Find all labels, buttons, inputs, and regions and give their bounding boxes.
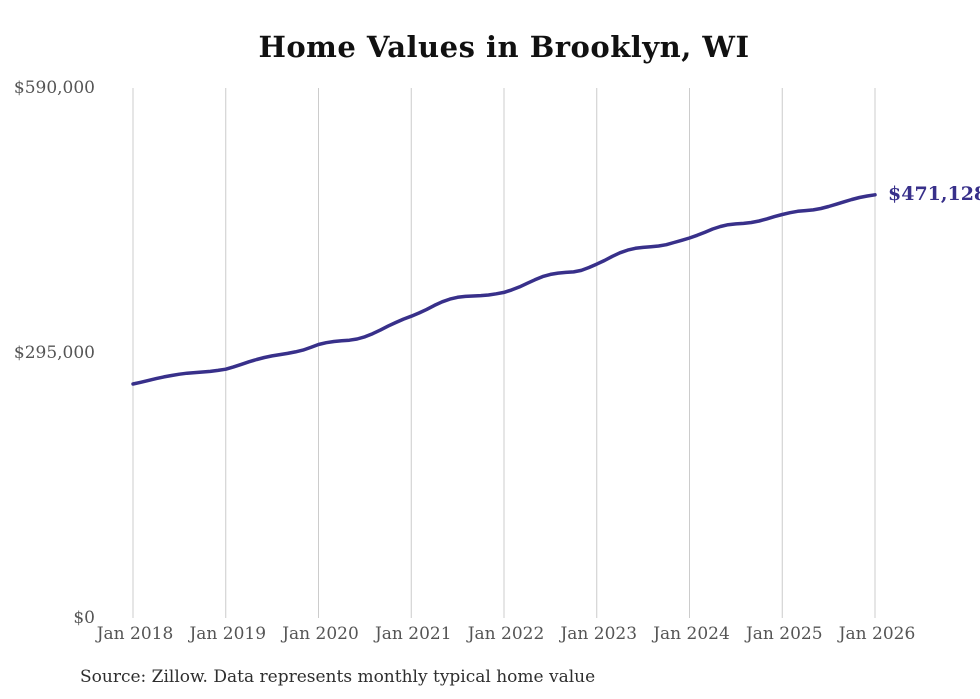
y-axis-tick-label: $295,000 bbox=[13, 343, 95, 363]
latest-value-label: $471,128 bbox=[888, 182, 980, 205]
x-axis-tick-label: Jan 2022 bbox=[467, 624, 545, 644]
x-axis-tick-label: Jan 2026 bbox=[838, 624, 916, 644]
source-note: Source: Zillow. Data represents monthly … bbox=[80, 667, 596, 687]
home-value-trend-line bbox=[131, 193, 877, 386]
x-axis-tick-label: Jan 2025 bbox=[745, 624, 823, 644]
x-axis-tick-label: Jan 2021 bbox=[374, 624, 452, 644]
x-axis-tick-label: Jan 2020 bbox=[282, 624, 359, 644]
x-axis-tick-label: Jan 2023 bbox=[560, 624, 638, 644]
y-axis-tick-label: $0 bbox=[73, 608, 95, 628]
chart-title: Home Values in Brooklyn, WI bbox=[258, 30, 750, 64]
x-axis-tick-label: Jan 2024 bbox=[653, 624, 730, 644]
x-axis-tick-label: Jan 2018 bbox=[96, 624, 174, 644]
x-axis-tick-label: Jan 2019 bbox=[189, 624, 267, 644]
y-axis-tick-label: $590,000 bbox=[13, 78, 95, 98]
